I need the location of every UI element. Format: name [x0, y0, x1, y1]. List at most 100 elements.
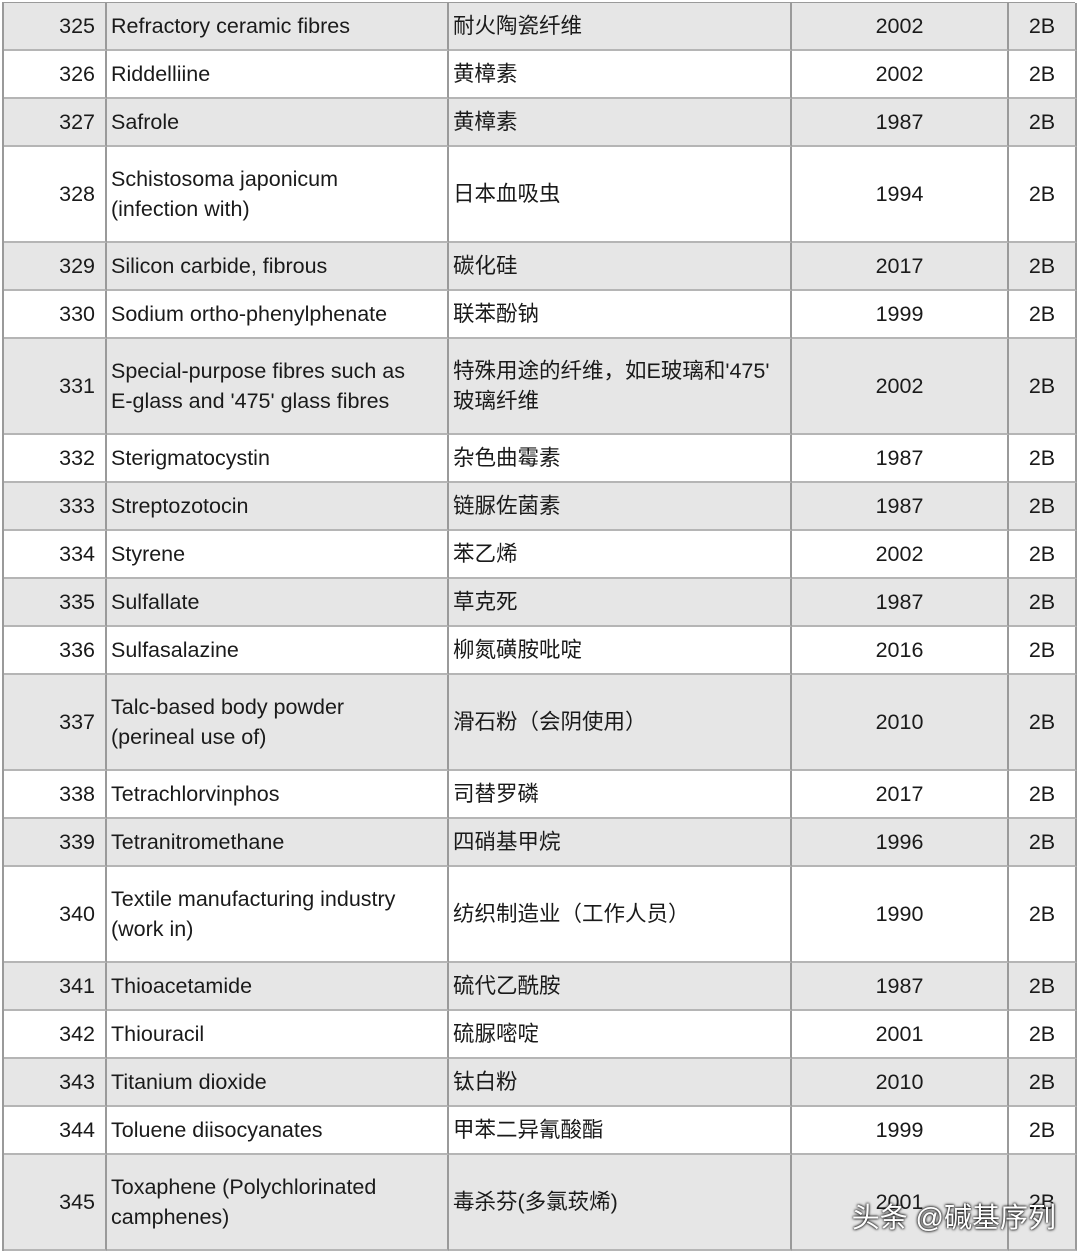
row-number: 339: [4, 819, 107, 867]
group: 2B: [1009, 243, 1077, 291]
group: 2B: [1009, 99, 1077, 147]
year: 2001: [792, 1011, 1009, 1059]
chinese-name: 硫脲嘧啶: [449, 1011, 792, 1059]
row-number: 337: [4, 675, 107, 771]
table-row: 325 Refractory ceramic fibres 耐火陶瓷纤维 2002 2B: [4, 3, 1077, 51]
english-name: Thiouracil: [107, 1011, 449, 1059]
group: 2B: [1009, 1107, 1077, 1155]
group: 2B: [1009, 1059, 1077, 1107]
year: 2010: [792, 1059, 1009, 1107]
table-row: 335 Sulfallate 草克死 1987 2B: [4, 579, 1077, 627]
english-name: Sulfasalazine: [107, 627, 449, 675]
chinese-name: 甲苯二异氰酸酯: [449, 1107, 792, 1155]
row-number: 334: [4, 531, 107, 579]
english-name: Thioacetamide: [107, 963, 449, 1011]
watermark: 头条 @碱基序列: [851, 1202, 1056, 1233]
english-name: Styrene: [107, 531, 449, 579]
chinese-name: 联苯酚钠: [449, 291, 792, 339]
chinese-name: 苯乙烯: [449, 531, 792, 579]
row-number: 340: [4, 867, 107, 963]
year: 1994: [792, 147, 1009, 243]
english-name: Sterigmatocystin: [107, 435, 449, 483]
cell-line: camphenes): [111, 1205, 230, 1229]
table-row: 332 Sterigmatocystin 杂色曲霉素 1987 2B: [4, 435, 1077, 483]
table-row: 330 Sodium ortho-phenylphenate 联苯酚钠 1999 2B: [4, 291, 1077, 339]
table-row: 343 Titanium dioxide 钛白粉 2010 2B: [4, 1059, 1077, 1107]
row-number: 326: [4, 51, 107, 99]
row-number: 329: [4, 243, 107, 291]
group: 2B: [1009, 291, 1077, 339]
chinese-name: 硫代乙酰胺: [449, 963, 792, 1011]
table-row: 339 Tetranitromethane 四硝基甲烷 1996 2B: [4, 819, 1077, 867]
row-number: 328: [4, 147, 107, 243]
table-row: 327 Safrole 黄樟素 1987 2B: [4, 99, 1077, 147]
english-name: Tetrachlorvinphos: [107, 771, 449, 819]
chinese-name: 链脲佐菌素: [449, 483, 792, 531]
row-number: 343: [4, 1059, 107, 1107]
chinese-name: 司替罗磷: [449, 771, 792, 819]
table-row: 333 Streptozotocin 链脲佐菌素 1987 2B: [4, 483, 1077, 531]
english-name: Schistosoma japonicum (infection with): [107, 147, 449, 243]
chinese-name: 草克死: [449, 579, 792, 627]
row-number: 332: [4, 435, 107, 483]
table-row: 336 Sulfasalazine 柳氮磺胺吡啶 2016 2B: [4, 627, 1077, 675]
table-row: 337 Talc-based body powder (perineal use o…: [4, 675, 1077, 771]
cell-line: Talc-based body powder: [111, 695, 345, 719]
year: 1987: [792, 579, 1009, 627]
chinese-name: 耐火陶瓷纤维: [449, 3, 792, 51]
year: 2017: [792, 243, 1009, 291]
english-name: Safrole: [107, 99, 449, 147]
chinese-name: 杂色曲霉素: [449, 435, 792, 483]
year: 1999: [792, 291, 1009, 339]
year: 2016: [792, 627, 1009, 675]
year: 1987: [792, 435, 1009, 483]
table-row: 338 Tetrachlorvinphos 司替罗磷 2017 2B: [4, 771, 1077, 819]
chinese-name: 钛白粉: [449, 1059, 792, 1107]
chinese-name: 柳氮磺胺吡啶: [449, 627, 792, 675]
table-row: 326 Riddelliine 黄樟素 2002 2B: [4, 51, 1077, 99]
english-name: Toxaphene (Polychlorinated camphenes): [107, 1155, 449, 1251]
row-number: 327: [4, 99, 107, 147]
year: 1990: [792, 867, 1009, 963]
year: 2010: [792, 675, 1009, 771]
group: 2B: [1009, 339, 1077, 435]
table-row: 342 Thiouracil 硫脲嘧啶 2001 2B: [4, 1011, 1077, 1059]
english-name: Streptozotocin: [107, 483, 449, 531]
english-name: Titanium dioxide: [107, 1059, 449, 1107]
row-number: 330: [4, 291, 107, 339]
english-name: Sodium ortho-phenylphenate: [107, 291, 449, 339]
english-name: Riddelliine: [107, 51, 449, 99]
cell-line: (work in): [111, 917, 194, 941]
cell-line: (perineal use of): [111, 725, 267, 749]
row-number: 333: [4, 483, 107, 531]
group: 2B: [1009, 531, 1077, 579]
row-number: 335: [4, 579, 107, 627]
group: 2B: [1009, 675, 1077, 771]
english-name: Tetranitromethane: [107, 819, 449, 867]
group: 2B: [1009, 147, 1077, 243]
group: 2B: [1009, 963, 1077, 1011]
row-number: 338: [4, 771, 107, 819]
group: 2B: [1009, 483, 1077, 531]
group: 2B: [1009, 819, 1077, 867]
chinese-name: 四硝基甲烷: [449, 819, 792, 867]
row-number: 331: [4, 339, 107, 435]
table-row: 341 Thioacetamide 硫代乙酰胺 1987 2B: [4, 963, 1077, 1011]
cell-line: (infection with): [111, 197, 250, 221]
year: 2002: [792, 339, 1009, 435]
year: 2017: [792, 771, 1009, 819]
english-name: Silicon carbide, fibrous: [107, 243, 449, 291]
chinese-name: 日本血吸虫: [449, 147, 792, 243]
year: 1987: [792, 483, 1009, 531]
group: 2B: [1009, 627, 1077, 675]
english-name: Textile manufacturing industry (work in): [107, 867, 449, 963]
year: 1987: [792, 963, 1009, 1011]
chinese-name: 黄樟素: [449, 99, 792, 147]
group: 2B: [1009, 1011, 1077, 1059]
year: 2002: [792, 51, 1009, 99]
row-number: 325: [4, 3, 107, 51]
chinese-name: 滑石粉（会阴使用）: [449, 675, 792, 771]
group: 2B: [1009, 1155, 1077, 1251]
